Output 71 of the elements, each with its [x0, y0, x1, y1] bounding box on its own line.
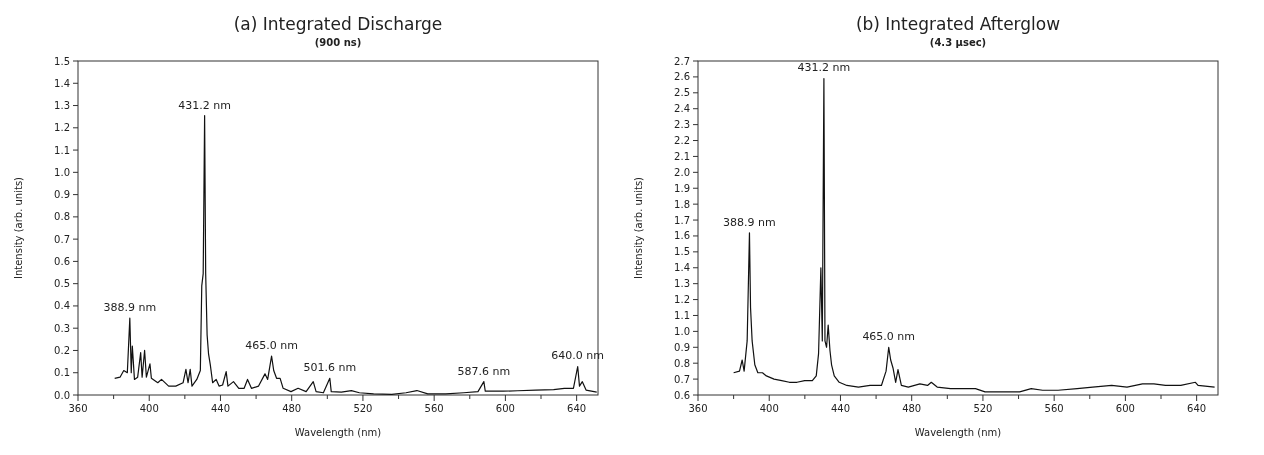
y-tick-label: 2.0	[674, 166, 690, 178]
y-tick-label: 1.5	[54, 55, 70, 67]
y-tick-label: 0.9	[54, 189, 70, 201]
x-tick-label: 440	[210, 403, 231, 414]
x-tick-label: 640	[1187, 403, 1207, 414]
y-tick-label: 0.8	[674, 357, 690, 369]
y-tick-label: 1.5	[674, 246, 690, 258]
y-tick-label: 0.1	[54, 367, 70, 379]
y-tick-label: 1.3	[674, 278, 690, 290]
y-tick-label: 2.3	[674, 119, 690, 131]
y-tick-label: 0.6	[674, 389, 690, 401]
chart-title: (a) Integrated Discharge	[233, 14, 443, 34]
annotation: 431.2 nm	[178, 98, 231, 112]
y-tick-label: 1.1	[54, 144, 70, 156]
x-tick-label: 560	[1044, 403, 1064, 414]
y-tick-label: 1.3	[54, 100, 70, 112]
y-tick-label: 0.0	[54, 389, 70, 401]
annotation: 501.6 nm	[303, 361, 357, 375]
annotation: 640.0 nm	[551, 349, 605, 363]
x-tick-label: 520	[353, 403, 373, 414]
x-axis-title: Wavelength (nm)	[294, 427, 382, 438]
y-tick-label: 0.2	[54, 344, 70, 356]
chart-subtitle: (900 ns)	[314, 37, 362, 48]
y-tick-label: 2.6	[674, 71, 690, 83]
y-tick-label: 0.5	[54, 278, 70, 290]
y-tick-label: 1.9	[674, 182, 690, 194]
x-tick-label: 520	[973, 403, 993, 414]
y-tick-label: 1.2	[674, 294, 690, 306]
y-tick-label: 1.4	[54, 77, 70, 89]
y-tick-label: 1.1	[674, 309, 690, 321]
x-tick-label: 360	[688, 403, 708, 414]
x-tick-label: 640	[567, 403, 587, 414]
x-tick-label: 360	[68, 403, 88, 414]
y-tick-label: 1.0	[674, 325, 690, 337]
y-tick-label: 2.4	[674, 103, 690, 115]
y-tick-label: 1.8	[674, 198, 690, 210]
y-tick-label: 1.4	[674, 262, 690, 274]
annotation: 587.6 nm	[457, 364, 511, 378]
y-tick-label: 2.7	[674, 55, 690, 67]
y-tick-label: 1.7	[674, 214, 690, 226]
x-tick-label: 600	[1115, 403, 1135, 414]
x-tick-label: 480	[282, 403, 302, 414]
x-tick-label: 600	[495, 403, 515, 414]
y-tick-label: 0.3	[54, 322, 70, 334]
y-tick-label: 2.2	[674, 135, 690, 147]
y-tick-label: 0.7	[674, 373, 690, 385]
y-tick-label: 0.4	[54, 300, 70, 312]
y-tick-label: 0.7	[54, 233, 70, 245]
x-tick-label: 480	[902, 403, 922, 414]
y-tick-label: 2.5	[674, 87, 690, 99]
annotation: 388.9 nm	[103, 301, 157, 315]
chart-title: (b) Integrated Afterglow	[855, 14, 1061, 34]
annotation: 431.2 nm	[797, 61, 851, 75]
y-tick-label: 0.9	[674, 341, 690, 353]
y-axis-title: Intensity (arb. units)	[633, 176, 644, 280]
x-tick-label: 440	[830, 403, 851, 414]
annotation: 465.0 nm	[245, 339, 298, 353]
x-tick-label: 560	[424, 403, 444, 414]
y-axis-title: Intensity (arb. units)	[13, 176, 24, 280]
y-tick-label: 1.0	[54, 166, 70, 178]
annotation: 388.9 nm	[723, 215, 776, 229]
x-axis-title: Wavelength (nm)	[914, 427, 1002, 438]
y-tick-label: 2.1	[674, 150, 690, 162]
chart-subtitle: (4.3 µsec)	[929, 37, 987, 48]
x-tick-label: 400	[139, 403, 159, 414]
y-tick-label: 0.6	[54, 255, 70, 267]
annotation: 465.0 nm	[862, 330, 916, 344]
y-tick-label: 1.6	[674, 230, 690, 242]
y-tick-label: 1.2	[54, 122, 70, 134]
x-tick-label: 400	[759, 403, 779, 414]
y-tick-label: 0.8	[54, 211, 70, 223]
